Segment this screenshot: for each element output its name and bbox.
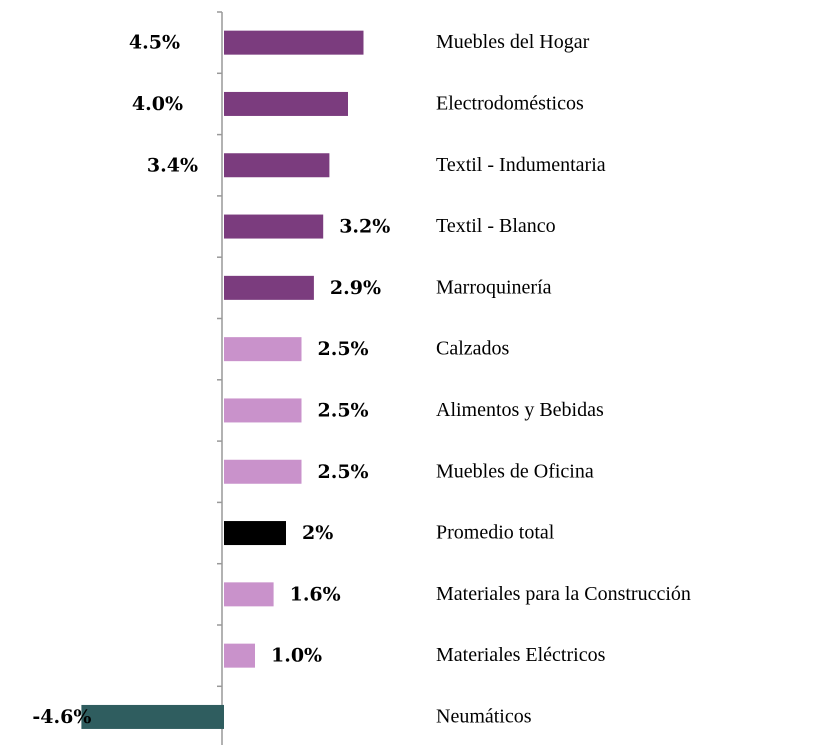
category-label: Marroquinería <box>436 276 552 298</box>
bar <box>224 337 302 362</box>
bar <box>224 30 364 55</box>
value-label: 4.5% <box>129 32 180 54</box>
category-label: Materiales para la Construcción <box>436 583 691 605</box>
category-label: Alimentos y Bebidas <box>436 399 604 421</box>
category-label: Materiales Eléctricos <box>436 644 606 666</box>
bar <box>224 643 255 668</box>
bar <box>224 91 348 116</box>
bar <box>224 214 324 239</box>
value-label: 2% <box>302 522 333 544</box>
bar <box>224 582 274 607</box>
category-label: Neumáticos <box>436 706 532 728</box>
category-label: Muebles de Oficina <box>436 460 594 482</box>
value-label: 1.6% <box>290 583 341 605</box>
bar <box>224 459 302 484</box>
category-label: Muebles del Hogar <box>436 31 590 53</box>
value-label: 3.4% <box>147 154 198 176</box>
category-label: Promedio total <box>436 522 555 544</box>
bar <box>224 275 314 300</box>
value-label: 2.9% <box>330 277 381 299</box>
bar <box>224 398 302 423</box>
category-label: Textil - Blanco <box>436 215 556 237</box>
value-label: 2.5% <box>318 461 369 483</box>
bar <box>224 521 286 546</box>
value-label: 2.5% <box>318 399 369 421</box>
value-label: 1.0% <box>271 645 322 667</box>
bar <box>224 153 330 178</box>
category-label: Textil - Indumentaria <box>436 154 606 176</box>
value-label: 2.5% <box>318 338 369 360</box>
bar <box>81 704 225 729</box>
value-label: -4.6% <box>32 706 91 728</box>
category-label: Calzados <box>436 338 510 360</box>
value-label: 3.2% <box>339 216 390 238</box>
category-label: Electrodomésticos <box>436 93 584 115</box>
value-label: 4.0% <box>132 93 183 115</box>
